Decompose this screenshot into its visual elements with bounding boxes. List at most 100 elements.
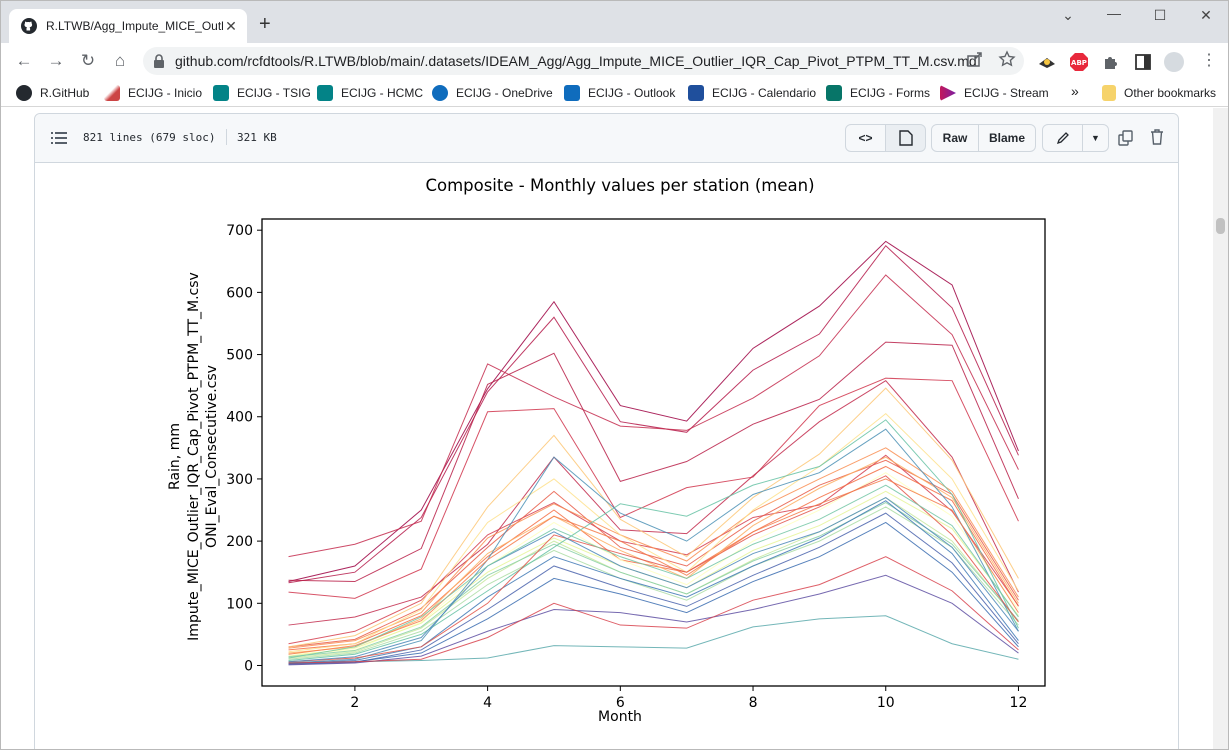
- page-scrollbar[interactable]: [1213, 108, 1228, 749]
- reload-button[interactable]: ↻: [80, 51, 96, 70]
- outlook-icon: [564, 85, 580, 101]
- bookmark-item[interactable]: ECIJG - HCMC: [317, 85, 423, 101]
- bookmark-item[interactable]: ECIJG - Forms: [826, 85, 930, 101]
- composite-line-chart: Composite - Monthly values per station (…: [167, 176, 1046, 725]
- home-button[interactable]: ⌂: [114, 51, 126, 70]
- bookmark-label: Other bookmarks: [1124, 86, 1217, 100]
- series-line-20: [288, 615, 1019, 663]
- bookmark-item[interactable]: ECIJG - TSIG: [213, 85, 311, 101]
- trash-icon[interactable]: [1150, 129, 1164, 145]
- extensions-puzzle-icon[interactable]: [1101, 52, 1121, 72]
- file-header: 821 lines (679 sloc) 321 KB <> Raw Blame…: [35, 114, 1178, 163]
- bookmark-label: ECIJG - Calendario: [712, 86, 817, 100]
- series-line-23: [288, 512, 1019, 665]
- series-line-24: [288, 574, 1019, 666]
- y-axis-label-line-3: ONI_Eval_Consecutive.csv: [204, 365, 220, 548]
- more-bookmarks-button[interactable]: »: [1071, 83, 1079, 99]
- share-icon[interactable]: [966, 50, 984, 68]
- bookmark-label: R.GitHub: [40, 86, 90, 100]
- forms-icon: [826, 85, 842, 101]
- github-icon: [21, 18, 37, 34]
- y-tick-label: 500: [226, 348, 253, 364]
- page-content: 821 lines (679 sloc) 321 KB <> Raw Blame…: [1, 108, 1228, 749]
- side-panel-icon[interactable]: [1133, 52, 1153, 72]
- tab-search-icon[interactable]: ⌄: [1062, 7, 1074, 23]
- plot-lines: [288, 240, 1019, 666]
- code-view-button[interactable]: <>: [845, 124, 886, 152]
- bookmark-item[interactable]: ECIJG - Outlook: [564, 85, 675, 101]
- series-line-6: [288, 380, 1019, 626]
- extension-icon[interactable]: [1037, 52, 1057, 72]
- outline-list-icon[interactable]: [51, 131, 67, 145]
- x-axis: 2 4 6 8 10 12: [350, 686, 1027, 711]
- bookmark-label: ECIJG - Inicio: [128, 86, 203, 100]
- x-tick-label: 2: [350, 695, 359, 711]
- back-button[interactable]: ←: [15, 51, 33, 70]
- profile-avatar[interactable]: [1164, 52, 1184, 72]
- bookmark-item[interactable]: ECIJG - Stream: [940, 85, 1049, 101]
- sharepoint-icon: [317, 85, 333, 101]
- x-tick-label: 8: [749, 695, 758, 711]
- address-bar[interactable]: github.com/rcfdtools/R.LTWB/blob/main/.d…: [143, 47, 1024, 75]
- series-line-21: [288, 428, 1019, 664]
- divider: [226, 129, 227, 145]
- close-window-button[interactable]: ✕: [1200, 7, 1212, 23]
- series-line-8: [288, 459, 1019, 648]
- new-tab-button[interactable]: +: [259, 13, 271, 35]
- maximize-button[interactable]: ☐: [1153, 7, 1167, 23]
- other-bookmarks-folder[interactable]: Other bookmarks: [1102, 85, 1216, 101]
- bookmark-label: ECIJG - Outlook: [588, 86, 676, 100]
- preview-button[interactable]: [885, 124, 926, 152]
- scrollbar-thumb[interactable]: [1216, 218, 1225, 234]
- series-line-7: [288, 454, 1019, 645]
- series-line-9: [288, 465, 1019, 651]
- sharepoint-icon: [213, 85, 229, 101]
- bookmark-item[interactable]: R.GitHub: [16, 85, 89, 101]
- y-tick-label: 400: [226, 410, 253, 426]
- y-tick-label: 300: [226, 472, 253, 488]
- series-line-4: [288, 341, 1019, 583]
- series-line-15: [288, 490, 1019, 657]
- adblock-icon[interactable]: ABP: [1069, 52, 1089, 72]
- folder-icon: [1102, 85, 1116, 101]
- menu-icon[interactable]: ⋮: [1201, 52, 1217, 69]
- url-text: github.com/rcfdtools/R.LTWB/blob/main/.d…: [175, 53, 977, 69]
- bookmark-star-icon[interactable]: [998, 50, 1016, 68]
- series-line-1: [288, 240, 1019, 583]
- copy-icon[interactable]: [1118, 130, 1134, 146]
- calendar-icon: [688, 85, 704, 101]
- bookmark-item[interactable]: ECIJG - Calendario: [688, 85, 816, 101]
- y-tick-label: 0: [244, 658, 253, 674]
- y-axis-label-line-2: Impute_MICE_Outlier_IQR_Cap_Pivot_PTPM_T…: [186, 272, 202, 641]
- minimize-button[interactable]: —: [1107, 5, 1121, 21]
- series-line-10: [288, 447, 1019, 649]
- series-line-3: [288, 274, 1019, 558]
- edit-button[interactable]: [1042, 124, 1083, 152]
- blame-button[interactable]: Blame: [978, 124, 1036, 152]
- x-axis-label: Month: [598, 709, 642, 725]
- browser-tab[interactable]: R.LTWB/Agg_Impute_MICE_Outlie ✕: [9, 9, 247, 43]
- bookmark-item[interactable]: ECIJG - OneDrive: [432, 85, 553, 101]
- close-tab-icon[interactable]: ✕: [225, 17, 237, 34]
- tab-strip: R.LTWB/Agg_Impute_MICE_Outlie ✕ + ⌄ — ☐ …: [1, 1, 1228, 43]
- forward-button[interactable]: →: [47, 51, 65, 70]
- y-axis: 0 100 200 300 400 500 600 700: [226, 223, 262, 674]
- series-line-30: [288, 484, 1019, 659]
- series-line-25: [288, 521, 1019, 665]
- onedrive-icon: [432, 85, 448, 101]
- y-axis-label: Rain, mm Impute_MICE_Outlier_IQR_Cap_Pivo…: [167, 272, 220, 641]
- line-count: 821 lines (679 sloc): [83, 131, 216, 144]
- series-line-26: [288, 556, 1019, 664]
- file-viewer: 821 lines (679 sloc) 321 KB <> Raw Blame…: [34, 113, 1179, 749]
- github-icon: [16, 85, 32, 101]
- lock-icon: [154, 54, 164, 68]
- stream-icon: [940, 85, 956, 101]
- edit-dropdown-button[interactable]: ▼: [1082, 124, 1109, 152]
- pencil-icon: [1056, 132, 1069, 145]
- y-tick-label: 700: [226, 223, 253, 239]
- chart-title: Composite - Monthly values per station (…: [425, 176, 814, 195]
- x-tick-label: 4: [483, 695, 492, 711]
- bookmark-label: ECIJG - TSIG: [237, 86, 311, 100]
- bookmark-item[interactable]: ECIJG - Inicio: [104, 85, 202, 101]
- raw-button[interactable]: Raw: [931, 124, 979, 152]
